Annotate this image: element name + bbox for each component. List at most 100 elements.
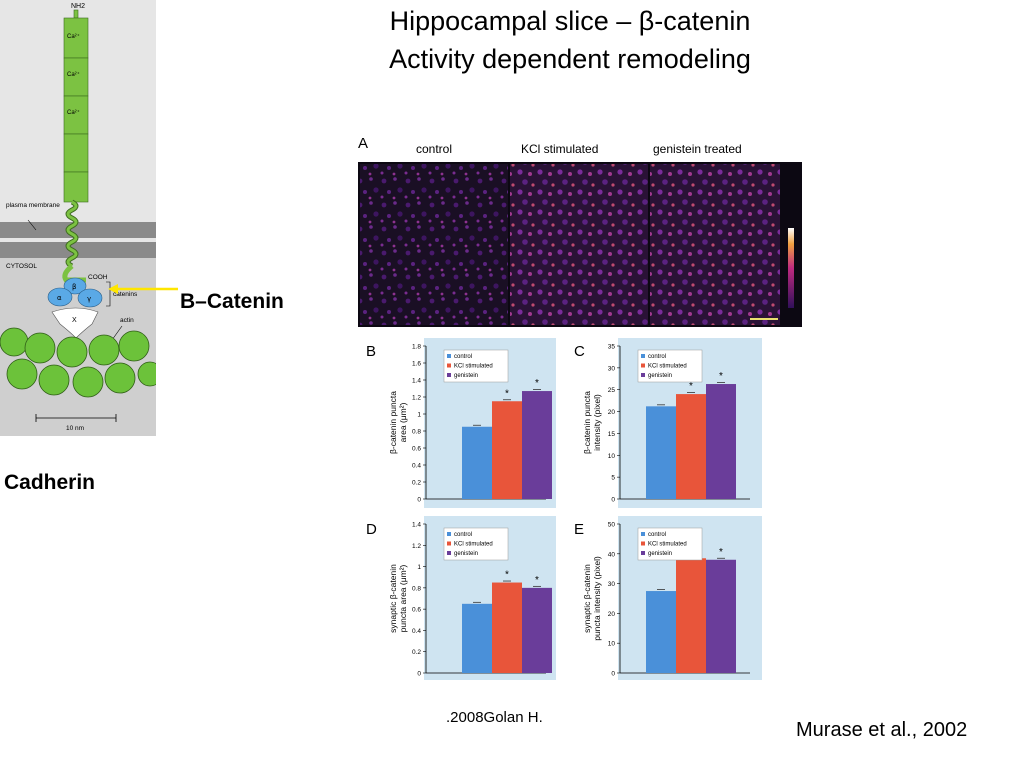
bar-control	[646, 591, 676, 673]
y-tick-label: 0.4	[412, 463, 421, 470]
ca-label-1: Ca²⁺	[67, 33, 80, 40]
cadherin-domain-4	[63, 133, 89, 173]
micrograph-control	[360, 164, 508, 325]
alpha-catenin-shape	[47, 287, 73, 307]
legend-swatch	[641, 354, 645, 358]
chart-panel-b: B 0 0.2 0.4 0.6 0.8 1 1.2 1.4 1.6 1.8 β-catenin pun…	[366, 338, 556, 508]
legend-entry: control	[454, 354, 472, 360]
y-tick-label: 50	[608, 522, 616, 529]
panel-letter: D	[366, 521, 377, 538]
cytosol-label: CYTOSOL	[6, 263, 37, 270]
panel-a-label-genistein: genistein treated	[653, 142, 742, 156]
significance-marker: *	[719, 371, 723, 382]
y-tick-label: 1.2	[412, 395, 421, 402]
y-tick-label: 10	[608, 641, 616, 648]
bar-genistein	[706, 384, 736, 499]
y-tick-label: 0	[417, 671, 421, 678]
plasma-membrane-label: plasma membrane	[6, 202, 60, 209]
y-tick-label: 30	[608, 365, 616, 372]
micrograph-genistein	[650, 164, 780, 325]
x-protein	[51, 307, 99, 339]
legend	[443, 349, 509, 383]
chart-panel-e: E 0 10 20 30 40 50 synaptic β-cateninpuncta int…	[574, 516, 762, 680]
y-tick-label: 1.8	[412, 344, 421, 351]
bar-kcl-stimulated	[492, 582, 522, 673]
y-tick-label: 35	[608, 344, 616, 351]
legend	[443, 527, 509, 561]
panel-a-label-kcl: KCl stimulated	[521, 142, 598, 156]
bar-genistein	[522, 391, 552, 499]
slide-title-line2: Activity dependent remodeling	[389, 44, 751, 74]
panel-letter: C	[574, 343, 585, 360]
y-tick-label: 5	[611, 475, 615, 482]
alpha-symbol: α	[57, 294, 62, 302]
y-tick-label: 40	[608, 551, 616, 558]
legend-swatch	[641, 373, 645, 377]
y-tick-label: 20	[608, 409, 616, 416]
beta-catenin-label: Β–Catenin	[180, 290, 284, 313]
actin-filaments	[0, 327, 156, 398]
y-tick-label: 0.2	[412, 480, 421, 487]
cadherin-domain-2	[63, 57, 89, 97]
legend-swatch	[447, 541, 451, 546]
y-axis-label: synaptic β-cateninpuncta area (μm²)	[388, 564, 408, 633]
bar-control	[462, 603, 492, 673]
significance-marker: *	[719, 547, 723, 558]
legend-swatch	[447, 363, 451, 368]
gamma-symbol: γ	[87, 295, 91, 303]
ca-label-3: Ca²⁺	[67, 109, 80, 116]
legend-entry: control	[454, 532, 472, 538]
y-tick-label: 10	[608, 453, 616, 460]
y-tick-label: 25	[608, 387, 616, 394]
y-tick-label: 15	[608, 431, 616, 438]
legend-entry: KCl stimulated	[648, 542, 687, 548]
legend-entry: genistein	[648, 551, 672, 557]
nh2-label: NH2	[71, 3, 85, 10]
legend-entry: genistein	[648, 373, 672, 379]
membrane-outer	[0, 222, 156, 238]
y-axis-label: synaptic β-cateninpuncta intensity (pixe…	[582, 556, 602, 641]
x-label: X	[72, 317, 77, 324]
y-axis-label: β-catenin punctaintensity (pixel)	[582, 391, 602, 454]
ca-label-2: Ca²⁺	[67, 71, 80, 78]
panel-letter: E	[574, 521, 584, 538]
y-tick-label: 0.2	[412, 649, 421, 656]
y-tick-label: 0.8	[412, 585, 421, 592]
y-axis-label: β-catenin punctaarea (μm²)	[388, 391, 408, 454]
legend-entry: genistein	[454, 373, 478, 379]
y-tick-label: 0.4	[412, 628, 421, 635]
legend-entry: control	[648, 532, 666, 538]
y-tick-label: 1.6	[412, 361, 421, 368]
y-tick-label: 1	[417, 412, 421, 419]
legend-swatch	[447, 532, 451, 536]
bar-kcl-stimulated	[676, 394, 706, 499]
y-tick-label: 0.8	[412, 429, 421, 436]
bar-kcl-stimulated	[676, 558, 706, 673]
membrane-inner	[0, 242, 156, 258]
significance-marker: *	[535, 575, 539, 586]
legend	[637, 349, 703, 383]
legend-swatch	[447, 354, 451, 358]
y-tick-label: 0	[611, 671, 615, 678]
bar-control	[462, 426, 492, 499]
legend	[637, 527, 703, 561]
y-tick-label: 1	[417, 564, 421, 571]
actin-label: actin	[120, 317, 134, 324]
y-tick-label: 1.4	[412, 522, 421, 529]
beta-symbol: β	[72, 283, 76, 291]
legend-swatch	[641, 363, 645, 368]
panel-letter: B	[366, 343, 376, 360]
citation-murase: Murase et al., 2002	[796, 719, 968, 741]
figure-panels: A control KCl stimulated genistein treat…	[358, 135, 802, 680]
legend-entry: KCl stimulated	[454, 364, 493, 370]
legend-entry: KCl stimulated	[454, 542, 493, 548]
y-tick-label: 30	[608, 581, 616, 588]
gamma-catenin-shape	[77, 288, 103, 308]
arrow-icon	[108, 284, 178, 294]
color-scale-bar	[788, 228, 794, 308]
significance-marker: *	[505, 388, 509, 399]
y-tick-label: 20	[608, 611, 616, 618]
chart-panel-d: D 0 0.2 0.4 0.6 0.8 1 1.2 1.4 synaptic β-cateninp…	[366, 516, 556, 680]
legend-swatch	[641, 551, 645, 555]
beta-catenin-shape	[63, 277, 87, 295]
